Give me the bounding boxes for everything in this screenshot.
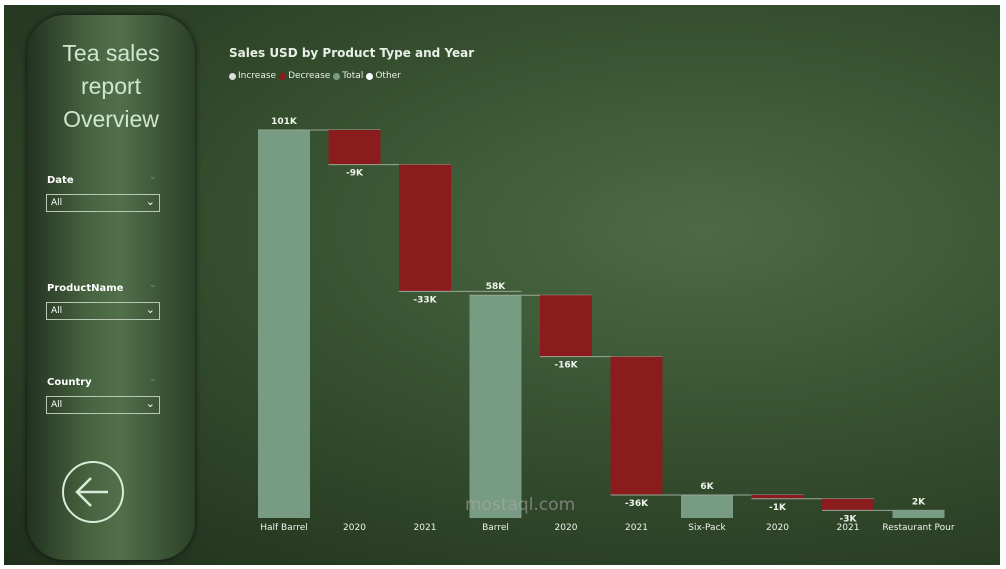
productname-slicer-label: ProductName: [47, 283, 124, 294]
legend-item-total[interactable]: Total: [333, 71, 363, 81]
bar-decrease[interactable]: [822, 498, 874, 511]
data-label: 58K: [486, 282, 507, 292]
category-tick-label: Six-Pack: [688, 523, 726, 533]
category-tick-label: 2020: [766, 523, 789, 533]
data-label: -16K: [554, 361, 578, 371]
legend-marker: [229, 72, 236, 80]
legend-marker: [333, 72, 341, 80]
legend-marker: [366, 72, 374, 80]
data-label: 101K: [271, 117, 298, 127]
category-tick-label: 2021: [414, 523, 437, 533]
productname-slicer-value: All: [51, 306, 63, 316]
category-tick-label: Barrel: [482, 523, 509, 533]
country-slicer-dropdown[interactable]: All ⌄: [46, 396, 160, 414]
legend-label: Total: [342, 71, 364, 81]
date-slicer-value: All: [51, 198, 63, 208]
legend-label: Decrease: [288, 71, 331, 81]
chevron-down-icon: ⌄: [145, 397, 155, 410]
data-label: -9K: [346, 169, 364, 179]
data-label: -1K: [769, 503, 787, 513]
legend-marker: [279, 72, 287, 80]
data-label: -3K: [840, 514, 858, 524]
chevron-down-icon: ⌄: [145, 195, 155, 208]
legend-label: Other: [375, 71, 401, 81]
title-line: Tea sales: [62, 40, 160, 66]
bar-decrease[interactable]: [540, 295, 592, 357]
sidebar-panel: Tea sales report Overview Date ⌄ All ⌄ Pr…: [27, 15, 195, 560]
title-line: Overview: [63, 106, 159, 132]
category-tick-label: 2020: [555, 523, 578, 533]
legend-item-decrease[interactable]: Decrease: [279, 71, 330, 81]
legend-label: Increase: [238, 71, 277, 81]
category-tick-label: 2020: [343, 523, 366, 533]
data-label: 2K: [912, 497, 926, 507]
title-line: report: [80, 73, 142, 99]
report-title: Tea sales report Overview: [27, 37, 195, 136]
bar-decrease[interactable]: [751, 494, 804, 499]
bar-decrease[interactable]: [610, 356, 663, 495]
bar-total[interactable]: [681, 494, 733, 518]
bar-decrease[interactable]: [328, 130, 381, 165]
chevron-down-icon[interactable]: ⌄: [149, 280, 157, 290]
category-tick-label: 2021: [625, 523, 648, 533]
country-slicer-label: Country: [47, 377, 92, 388]
data-label: -36K: [625, 499, 649, 509]
legend-item-increase[interactable]: Increase: [229, 71, 276, 81]
chart-title: Sales USD by Product Type and Year: [229, 46, 475, 60]
bar-total[interactable]: [258, 130, 310, 518]
bar-decrease[interactable]: [399, 164, 451, 292]
back-button[interactable]: [62, 461, 124, 523]
chart-legend: Increase Decrease Total Other: [229, 71, 401, 81]
productname-slicer-dropdown[interactable]: All ⌄: [46, 302, 160, 320]
legend-item-other[interactable]: Other: [366, 71, 401, 81]
country-slicer-value: All: [51, 400, 63, 410]
chevron-down-icon: ⌄: [145, 303, 155, 316]
chevron-down-icon[interactable]: ⌄: [149, 374, 157, 384]
data-label: 6K: [700, 482, 714, 492]
date-slicer-dropdown[interactable]: All ⌄: [46, 194, 160, 212]
data-label: -33K: [413, 295, 437, 305]
bar-total[interactable]: [892, 510, 945, 518]
back-arrow-icon: [75, 477, 108, 507]
category-tick-label: Restaurant Pour: [882, 523, 954, 533]
date-slicer-label: Date: [47, 175, 74, 186]
watermark: mostaql.com: [465, 495, 576, 515]
chevron-down-icon[interactable]: ⌄: [149, 172, 157, 182]
category-tick-label: 2021: [837, 523, 860, 533]
bar-total[interactable]: [469, 295, 522, 518]
category-tick-label: Half Barrel: [260, 523, 308, 533]
